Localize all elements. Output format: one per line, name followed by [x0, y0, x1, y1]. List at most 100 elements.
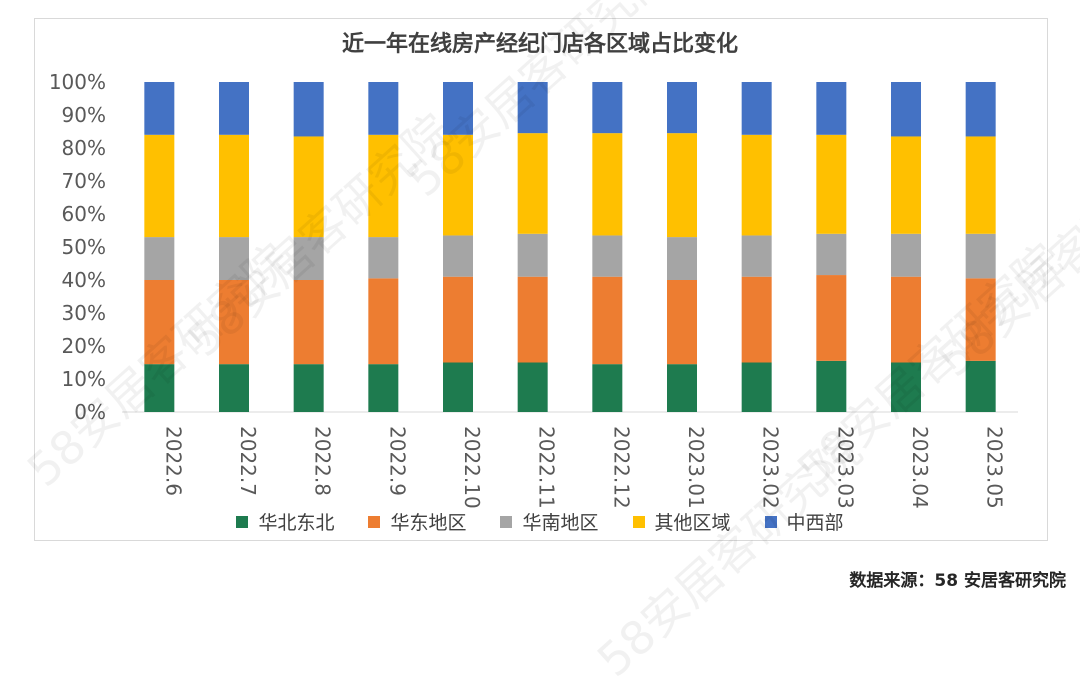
legend-label: 中西部 [786, 512, 844, 534]
chart-plot: 0% 10% 20% 30% 40% 50% 60% 70% 80% 90% 100% 2022.6 2… [49, 70, 1018, 509]
bar-segment [965, 136, 996, 234]
bar-segment [517, 233, 548, 277]
legend-swatch [368, 515, 381, 528]
bar-segment [816, 360, 847, 412]
bar-segment [891, 276, 921, 363]
bar-segment [741, 134, 772, 236]
x-tick-label: 2022.7 [236, 426, 260, 496]
bar-segment [592, 364, 623, 412]
y-tick-label: 60% [62, 202, 106, 226]
chart-title: 近一年在线房产经纪门店各区域占比变化 [341, 32, 738, 57]
bar-segment [144, 82, 175, 135]
bar-segment [443, 82, 473, 135]
bar-segment [443, 362, 473, 412]
bar-segment [741, 362, 772, 412]
bar-segment [741, 82, 772, 135]
legend-item: 华东地区 [368, 508, 466, 535]
bar-segment [517, 276, 548, 363]
legend-swatch [632, 515, 645, 528]
bar-segment [443, 235, 473, 277]
x-tick-label: 2023.04 [908, 426, 932, 509]
bar-segment [144, 134, 175, 238]
x-tick-label: 2023.03 [833, 426, 857, 509]
bar-segment [965, 360, 996, 412]
bar-segment [667, 133, 697, 238]
bar-segment [293, 280, 324, 365]
bar-segment [891, 136, 921, 234]
x-tick-label: 2022.11 [535, 426, 559, 509]
bar-segment [368, 364, 399, 412]
legend-item: 华南地区 [500, 508, 599, 535]
bar-segment [443, 276, 473, 363]
y-tick-label: 30% [62, 301, 106, 325]
x-tick-label: 2023.01 [684, 426, 708, 509]
bar-segment [368, 278, 399, 365]
legend-swatch [500, 515, 513, 528]
bar-segment [293, 364, 324, 412]
bar-segment [592, 133, 623, 236]
legend-swatch [236, 515, 249, 528]
bar-segment [517, 362, 548, 412]
bar-segment [816, 275, 847, 361]
y-tick-label: 100% [49, 70, 106, 94]
bar-segment [965, 82, 996, 137]
legend-label: 其他区域 [654, 512, 731, 534]
bar-segment [219, 82, 249, 135]
bar-segment [592, 235, 623, 277]
legend-swatch [764, 515, 777, 528]
y-tick-label: 40% [62, 268, 106, 292]
y-tick-label: 70% [62, 169, 106, 193]
x-tick-label: 2022.10 [460, 426, 484, 509]
chart-legend: 华北东北 华东地区 华南地区 其他区域 中西部 [0, 508, 1080, 535]
bar-segment [816, 233, 847, 276]
bar-segment [219, 134, 249, 238]
legend-label: 华东地区 [390, 512, 467, 534]
bar-segment [741, 276, 772, 363]
bar-segment [293, 237, 324, 280]
source-note: 数据来源：58 安居客研究院 [849, 571, 1066, 591]
bar-segment [667, 364, 697, 412]
bar-segment [667, 280, 697, 365]
bar-segment [443, 134, 473, 236]
bar-segment [891, 233, 921, 277]
x-tick-label: 2022.9 [385, 426, 409, 496]
x-tick-label: 2022.12 [609, 426, 633, 509]
bar-segment [144, 364, 175, 412]
bar-segment [144, 237, 175, 280]
bar-segment [965, 278, 996, 361]
y-tick-label: 0% [74, 400, 106, 424]
bar-segment [592, 82, 623, 134]
legend-item: 中西部 [764, 508, 844, 535]
x-tick-label: 2022.6 [161, 426, 185, 496]
x-tick-label: 2022.8 [311, 426, 335, 496]
bar-segment [368, 82, 399, 135]
bar-segment [667, 82, 697, 134]
legend-label: 华北东北 [258, 512, 335, 534]
bar-segment [368, 134, 399, 238]
y-tick-label: 90% [62, 103, 106, 127]
bar-segment [144, 280, 175, 365]
bar-segment [368, 237, 399, 279]
bar-segment [293, 136, 324, 238]
bar-segment [219, 364, 249, 412]
y-tick-label: 20% [62, 334, 106, 358]
bar-segment [741, 235, 772, 277]
bar-segment [891, 362, 921, 412]
bar-segment [965, 233, 996, 279]
legend-label: 华南地区 [522, 512, 599, 534]
bar-segment [517, 133, 548, 234]
legend-item: 其他区域 [632, 508, 731, 535]
y-tick-label: 10% [62, 367, 106, 391]
bar-segment [816, 82, 847, 135]
bar-segment [517, 82, 548, 134]
y-tick-label: 50% [62, 235, 106, 259]
x-tick-label: 2023.02 [759, 426, 783, 509]
bar-segment [816, 134, 847, 234]
bar-segment [592, 276, 623, 365]
y-tick-label: 80% [62, 136, 106, 160]
x-tick-label: 2023.05 [983, 426, 1007, 509]
legend-item: 华北东北 [236, 508, 334, 535]
bar-segment [667, 237, 697, 280]
bar-segment [219, 280, 249, 365]
bar-segment [891, 82, 921, 137]
